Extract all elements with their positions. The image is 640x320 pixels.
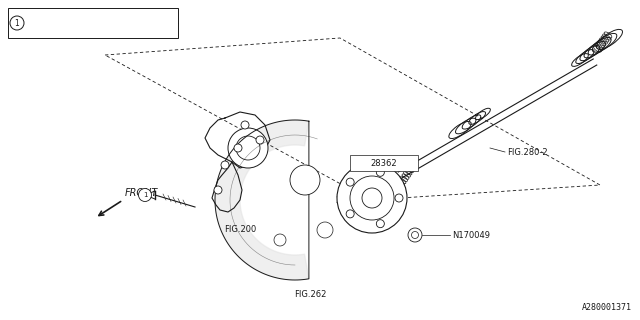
Text: M000468: M000468 [28, 24, 60, 33]
Circle shape [346, 210, 354, 218]
Circle shape [138, 188, 152, 202]
Circle shape [214, 186, 222, 194]
Circle shape [395, 194, 403, 202]
Circle shape [290, 165, 320, 195]
Text: 1: 1 [143, 192, 147, 198]
Text: FIG.200: FIG.200 [224, 225, 256, 234]
Circle shape [350, 176, 394, 220]
Circle shape [234, 144, 242, 152]
Text: ('19MY-         ): ('19MY- ) [78, 24, 157, 33]
Polygon shape [215, 120, 309, 280]
Circle shape [274, 234, 286, 246]
Text: N170049: N170049 [452, 230, 490, 239]
Circle shape [412, 231, 419, 238]
Circle shape [376, 220, 385, 228]
Circle shape [221, 161, 229, 169]
Circle shape [228, 128, 268, 168]
Text: FIG.280-2: FIG.280-2 [507, 148, 548, 156]
Bar [8, 8, 178, 38]
Circle shape [10, 16, 24, 30]
Text: 28362: 28362 [371, 158, 397, 167]
Text: A280001371: A280001371 [582, 303, 632, 312]
Circle shape [346, 178, 354, 186]
Circle shape [317, 222, 333, 238]
Circle shape [241, 121, 249, 129]
Bar [350, 155, 418, 171]
Circle shape [408, 228, 422, 242]
Text: M000449: M000449 [28, 11, 60, 20]
Text: FIG.262: FIG.262 [294, 290, 326, 299]
Text: 1: 1 [15, 19, 19, 28]
Text: 28365: 28365 [336, 196, 364, 204]
Circle shape [376, 168, 385, 176]
Circle shape [236, 136, 260, 160]
Text: (         -'18MY): ( -'18MY) [78, 11, 157, 20]
Circle shape [256, 136, 264, 144]
Circle shape [337, 163, 407, 233]
Text: FRONT: FRONT [125, 188, 158, 198]
Circle shape [362, 188, 382, 208]
